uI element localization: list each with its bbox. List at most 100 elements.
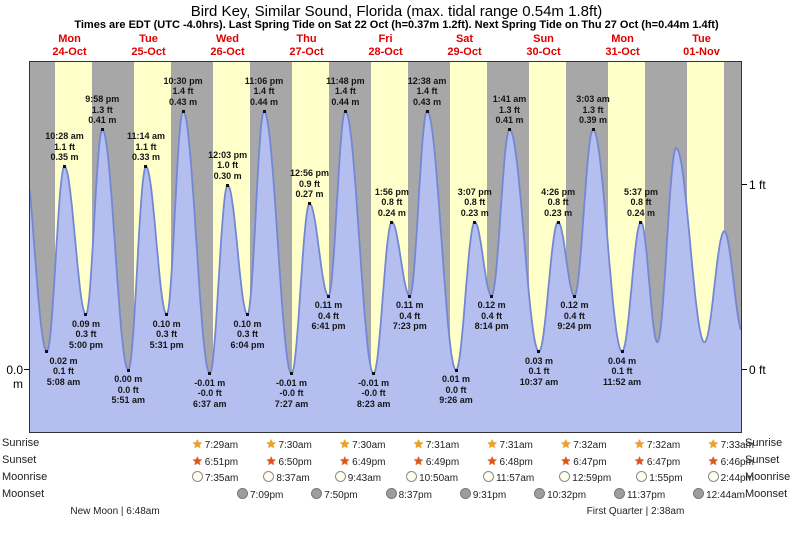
- high-tide-annotation: 12:03 pm 1.0 ft 0.30 m: [208, 149, 248, 181]
- tide-extreme-marker: [537, 350, 541, 353]
- moonset-entry: 11:37pm: [613, 488, 666, 501]
- sunrise-star-icon: ★: [339, 436, 351, 451]
- sunset-time: 6:48pm: [499, 456, 533, 468]
- sunset-entry: ★ 6:51pm: [192, 454, 238, 468]
- high-tide-annotation: 12:38 am 1.4 ft 0.43 m: [407, 75, 447, 107]
- sunset-star-icon: ★: [486, 453, 498, 468]
- moonset-entry: 7:50pm: [311, 488, 358, 501]
- low-tide-annotation: 0.10 m 0.3 ft 5:31 pm: [149, 318, 184, 350]
- sunrise-entry: ★ 7:29am: [192, 437, 238, 451]
- day-label: Sun 30-Oct: [526, 33, 561, 58]
- y-axis-label-meters: 0.0 m: [6, 363, 23, 391]
- low-tide-annotation: -0.01 m -0.0 ft 6:37 am: [193, 377, 227, 409]
- page-title: Bird Key, Similar Sound, Florida (max. t…: [190, 3, 603, 20]
- tide-plot: 0.02 m 0.1 ft 5:08 am 10:28 am 1.1 ft 0.35 m 0…: [29, 61, 742, 433]
- moonrise-time: 8:37am: [276, 473, 310, 484]
- moonset-circle-icon: [237, 488, 248, 499]
- low-tide-annotation: 0.02 m 0.1 ft 5:08 am: [46, 355, 81, 387]
- moonrise-time: 2:44pm: [720, 473, 754, 484]
- sunrise-time: 7:30am: [278, 439, 312, 451]
- sunset-star-icon: ★: [192, 453, 203, 468]
- tide-extreme-marker: [425, 109, 429, 113]
- high-tide-annotation: 11:06 pm 1.4 ft 0.44 m: [244, 75, 284, 107]
- low-tide-annotation: 0.09 m 0.3 ft 5:00 pm: [68, 318, 103, 350]
- tide-extreme-marker: [181, 109, 185, 113]
- sunrise-entry: ★ 7:31am: [413, 437, 459, 451]
- sunset-star-icon: ★: [413, 453, 424, 468]
- moonset-time: 9:31pm: [472, 490, 507, 501]
- high-tide-annotation: 3:07 pm 0.8 ft 0.23 m: [457, 186, 492, 218]
- tide-extreme-marker: [473, 220, 477, 224]
- low-tide-annotation: 0.01 m 0.0 ft 9:26 am: [439, 374, 473, 405]
- sunrise-star-icon: ★: [265, 436, 277, 451]
- low-tide-annotation: 0.12 m 0.4 ft 8:14 pm: [474, 300, 509, 331]
- sunset-entry: ★ 6:49pm: [413, 454, 459, 468]
- tide-extreme-marker: [556, 220, 560, 224]
- day-label: Tue 01-Nov: [683, 33, 720, 58]
- sunset-time: 6:47pm: [573, 456, 607, 468]
- low-tide-annotation: 0.04 m 0.1 ft 11:52 am: [603, 355, 642, 387]
- tide-extreme-marker: [408, 294, 412, 298]
- sunrise-star-icon: ★: [486, 436, 498, 451]
- moonset-time: 12:44am: [706, 490, 745, 501]
- high-tide-annotation: 9:58 pm 1.3 ft 0.41 m: [85, 94, 120, 125]
- moonset-circle-icon: [613, 488, 625, 499]
- sunset-star-icon: ★: [339, 453, 351, 468]
- high-tide-annotation: 1:41 am 1.3 ft 0.41 m: [492, 94, 527, 125]
- low-tide-annotation: 0.12 m 0.4 ft 9:24 pm: [557, 300, 592, 331]
- moonset-time: 11:37pm: [626, 490, 666, 501]
- sunset-time: 6:46pm: [720, 456, 754, 468]
- moonrise-circle-icon: [192, 471, 203, 482]
- sunrise-star-icon: ★: [707, 436, 719, 451]
- tide-extreme-marker: [454, 368, 458, 372]
- low-tide-annotation: 0.11 m 0.4 ft 6:41 pm: [311, 300, 346, 331]
- moonset-circle-icon: [693, 488, 705, 499]
- moonrise-circle-icon: [263, 471, 275, 482]
- moon-phase-first-quarter: First Quarter | 2:38am: [586, 506, 685, 517]
- sunset-entry: ★ 6:50pm: [266, 454, 312, 468]
- tide-extreme-marker: [372, 372, 376, 376]
- moonset-circle-icon: [534, 488, 546, 499]
- moonrise-entry: 9:43am: [334, 471, 381, 484]
- moon-phase-new-moon: New Moon | 6:48am: [70, 506, 160, 517]
- tide-extreme-marker: [390, 220, 394, 224]
- y-axis-label-1ft: 1 ft: [749, 178, 766, 192]
- day-label: Sat 29-Oct: [447, 33, 482, 58]
- sunrise-star-icon: ★: [634, 436, 645, 451]
- sunrise-row: ★ 7:29am ★ 7:30am ★ 7:30am ★ 7:31am ★ 7:31am ★ 7:32…: [192, 436, 754, 451]
- moonrise-entry: 8:37am: [263, 471, 310, 484]
- moonrise-time: 10:50am: [419, 473, 459, 484]
- sunrise-time: 7:32am: [646, 439, 681, 451]
- moonset-circle-icon: [311, 488, 323, 499]
- moonrise-entry: 1:55pm: [636, 471, 683, 484]
- sunset-time: 6:49pm: [425, 456, 460, 468]
- tide-extreme-marker: [343, 109, 347, 113]
- high-tide-annotation: 4:26 pm 0.8 ft 0.23 m: [541, 186, 576, 218]
- tide-extreme-marker: [639, 220, 643, 224]
- day-label: Thu 27-Oct: [289, 33, 324, 58]
- high-tide-annotation: 10:28 am 1.1 ft 0.35 m: [45, 131, 84, 162]
- moonset-circle-icon: [459, 488, 471, 499]
- moonrise-circle-icon: [483, 471, 495, 482]
- tide-extreme-marker: [262, 109, 266, 113]
- sunrise-time: 7:29am: [204, 439, 239, 451]
- sunrise-entry: ★ 7:32am: [634, 437, 680, 451]
- moonrise-entry: 7:35am: [192, 471, 238, 484]
- y-axis-label-0ft: 0 ft: [749, 363, 766, 377]
- right-axis-tick-0ft: [742, 369, 747, 370]
- tide-extreme-marker: [45, 350, 49, 353]
- day-label: Mon 24-Oct: [52, 33, 87, 58]
- moonset-entry: 12:44am: [693, 488, 745, 501]
- sunrise-entry: ★ 7:31am: [487, 437, 533, 451]
- tide-extreme-marker: [591, 128, 595, 131]
- moonrise-entry: 10:50am: [406, 471, 458, 484]
- sunrise-entry: ★ 7:33am: [708, 437, 754, 451]
- tide-extreme-marker: [208, 372, 212, 376]
- left-axis-tick: [24, 369, 29, 370]
- sunset-label-left: Sunset: [2, 454, 37, 466]
- moonrise-time: 11:57am: [496, 473, 535, 484]
- low-tide-annotation: -0.01 m -0.0 ft 7:27 am: [274, 377, 309, 409]
- moonrise-entry: 11:57am: [483, 471, 534, 484]
- moonrise-time: 12:59pm: [572, 473, 612, 484]
- high-tide-annotation: 1:56 pm 0.8 ft 0.24 m: [374, 186, 409, 218]
